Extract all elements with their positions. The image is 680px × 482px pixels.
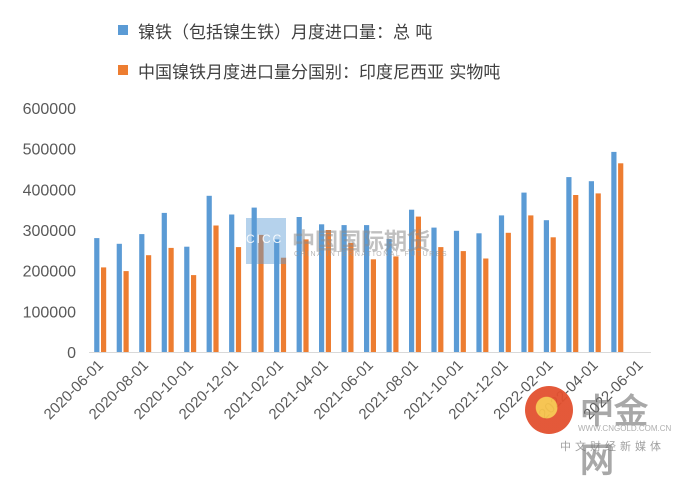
bar-indonesia-2020-10-01 [191, 275, 197, 352]
legend-label-total: 镍铁（包括镍生铁）月度进口量：总 吨 [138, 22, 433, 43]
legend-label-indonesia: 中国镍铁月度进口量分国别：印度尼西亚 实物吨 [138, 62, 501, 83]
legend: 镍铁（包括镍生铁）月度进口量：总 吨 中国镍铁月度进口量分国别：印度尼西亚 实物… [118, 10, 500, 90]
bar-indonesia-2020-11-01 [213, 225, 219, 352]
bar-indonesia-2020-07-01 [123, 271, 129, 352]
bar-total-2021-02-01 [274, 239, 280, 352]
bar-total-2021-07-01 [386, 238, 392, 352]
bar-total-2021-12-01 [498, 215, 505, 352]
bar-total-2022-02-01 [543, 220, 549, 352]
y-tick-labels: 0 100000 200000 300000 400000 500000 600000 [23, 101, 76, 362]
bar-indonesia-2021-09-01 [438, 247, 444, 352]
bar-indonesia-2022-05-01 [618, 163, 624, 352]
bar-total-2022-03-01 [566, 177, 572, 352]
bar-indonesia-2021-02-01 [280, 257, 287, 352]
bar-total-2021-09-01 [431, 227, 437, 352]
bar-total-2021-10-01 [453, 230, 460, 352]
bar-indonesia-2021-08-01 [415, 216, 421, 352]
bar-indonesia-2022-03-01 [573, 195, 579, 352]
bar-total-2020-06-01 [94, 238, 100, 352]
y-tick-label: 200000 [23, 264, 76, 281]
cngold-watermark-subtitle: 中文财经新媒体 [560, 440, 665, 453]
bar-indonesia-2020-09-01 [168, 247, 174, 352]
bar-indonesia-2021-03-01 [303, 239, 309, 352]
bar-total-2021-03-01 [296, 217, 302, 352]
bar-total-2020-12-01 [229, 214, 235, 352]
bar-indonesia-2022-02-01 [550, 237, 556, 352]
cngold-watermark-url: WWW.CNGOLD.COM.CN [578, 424, 672, 433]
bar-total-2021-04-01 [319, 224, 325, 352]
legend-swatch-indonesia [118, 65, 128, 75]
bar-total-2021-06-01 [364, 225, 370, 352]
bar-total-2020-08-01 [139, 234, 145, 352]
cngold-logo-icon [525, 386, 573, 434]
bar-total-2020-07-01 [116, 243, 122, 352]
bar-total-2020-11-01 [206, 195, 212, 352]
bar-indonesia-2021-11-01 [483, 258, 489, 352]
bar-indonesia-2020-08-01 [146, 255, 152, 352]
bar-indonesia-2022-01-01 [528, 215, 534, 352]
bar-total-2021-01-01 [251, 207, 257, 352]
legend-item-indonesia: 中国镍铁月度进口量分国别：印度尼西亚 实物吨 [118, 50, 500, 90]
bar-total-2020-10-01 [184, 246, 190, 352]
y-tick-label: 400000 [23, 182, 76, 199]
bar-indonesia-2021-05-01 [348, 243, 354, 352]
bar-total-2021-11-01 [476, 233, 482, 352]
bar-indonesia-2021-04-01 [325, 230, 331, 352]
bar-indonesia-2022-04-01 [595, 193, 601, 352]
bars-layer [94, 151, 624, 352]
bar-indonesia-2021-01-01 [258, 234, 264, 352]
y-tick-label: 300000 [23, 223, 76, 240]
bar-total-2020-09-01 [161, 212, 167, 352]
legend-item-total: 镍铁（包括镍生铁）月度进口量：总 吨 [118, 10, 500, 50]
y-tick-label: 600000 [23, 101, 76, 118]
cicc-watermark-english: CHINA INTERNATIONAL FUTURES [294, 251, 449, 258]
bar-indonesia-2021-07-01 [393, 256, 399, 352]
cicc-watermark-name: 中国国际期货 [292, 229, 430, 255]
y-tick-label: 0 [67, 345, 76, 362]
bar-total-2022-05-01 [611, 151, 617, 352]
y-tick-label: 100000 [23, 304, 76, 321]
bar-indonesia-2020-12-01 [235, 247, 242, 352]
cicc-watermark-logo-text: CICC [246, 232, 284, 246]
bar-total-2021-05-01 [341, 225, 347, 352]
y-tick-label: 500000 [23, 142, 76, 159]
bar-total-2021-08-01 [409, 209, 415, 352]
bar-indonesia-2021-06-01 [370, 259, 376, 352]
bar-total-2022-04-01 [588, 181, 594, 352]
bar-indonesia-2021-12-01 [505, 232, 511, 352]
bar-indonesia-2021-10-01 [460, 251, 466, 352]
cngold-watermark-brand: 中金网 [580, 392, 648, 481]
cicc-watermark-logo [246, 218, 286, 264]
bar-indonesia-2020-06-01 [101, 267, 107, 352]
legend-swatch-total [118, 25, 128, 35]
bar-total-2022-01-01 [521, 192, 527, 352]
